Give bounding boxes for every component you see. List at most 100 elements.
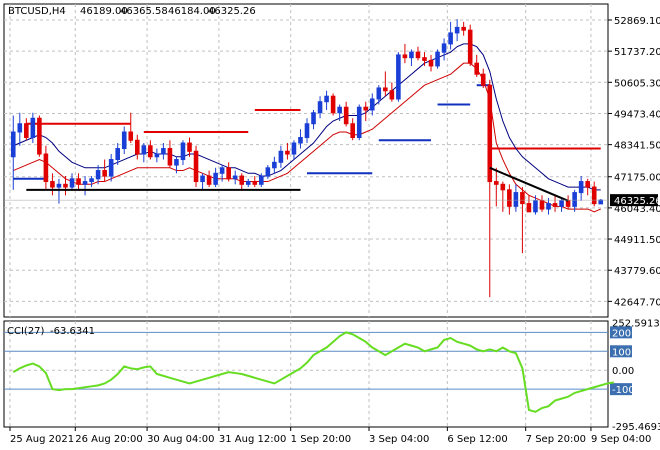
candle-body: [396, 54, 401, 100]
candle-body: [291, 142, 297, 155]
candles: [10, 19, 604, 298]
candle-body: [148, 145, 153, 158]
chart-header-high: 46365.58: [120, 6, 168, 17]
candle-body: [376, 87, 382, 100]
cci-tick-label: 252.5913: [612, 318, 660, 329]
candle-body: [50, 181, 55, 188]
candle-body: [402, 54, 408, 59]
cci-tick-label: 0.00: [612, 366, 634, 377]
chart-header-title: BTCUSD,H4: [8, 6, 66, 17]
candle-body: [232, 175, 238, 180]
candle-body: [154, 153, 160, 158]
candle-body: [43, 153, 49, 183]
candle-body: [245, 181, 251, 185]
time-tick-label: 26 Aug 20:00: [75, 434, 142, 445]
candle-body: [591, 186, 597, 205]
candle-body: [180, 142, 186, 161]
candle-body: [598, 199, 604, 205]
time-grid: 25 Aug 2021 26 Aug 20:00 30 Aug 04:00 31 Au…: [9, 4, 651, 445]
time-tick-label: 6 Sep 12:00: [447, 434, 507, 445]
candle-body: [500, 183, 506, 191]
candle-body: [507, 189, 512, 207]
candle-body: [356, 106, 362, 139]
candle-body: [115, 148, 120, 161]
candle-body: [383, 87, 388, 92]
candle-body: [174, 159, 179, 166]
candle-body: [304, 123, 310, 139]
candle-body: [559, 200, 564, 207]
price-tick-label: 48341.50: [614, 141, 660, 152]
price-tick-label: 47175.00: [614, 173, 660, 184]
candle-body: [89, 178, 94, 183]
candle-body: [206, 175, 212, 185]
candle-body: [448, 32, 453, 45]
candle-body: [128, 131, 134, 141]
price-grid: 52869.10 51737.20 50605.30 49473.40 48341.50…: [4, 16, 660, 308]
candle-body: [578, 181, 584, 194]
candle-body: [441, 43, 447, 53]
candle-body: [30, 117, 36, 139]
candle-body: [17, 123, 23, 133]
candle-body: [533, 200, 538, 213]
candle-body: [167, 148, 173, 166]
candle-body: [239, 175, 245, 185]
candle-body: [226, 167, 231, 180]
candle-body: [585, 181, 590, 188]
candle-body: [363, 106, 369, 111]
candle-body: [252, 181, 258, 185]
candle-body: [461, 26, 466, 31]
candle-body: [161, 148, 166, 155]
price-tick-label: 49473.40: [614, 109, 660, 120]
price-tick-label: 51737.20: [614, 47, 660, 58]
cci-value: -63.6341: [50, 326, 95, 337]
candle-body: [219, 167, 225, 174]
candle-body: [343, 106, 349, 125]
descending-trendline: [489, 166, 569, 202]
price-tick-label: 44911.50: [614, 235, 660, 246]
candle-body: [82, 181, 88, 185]
candle-body: [546, 203, 551, 210]
candle-body: [285, 150, 290, 155]
candle-body: [69, 178, 75, 188]
candle-body: [311, 112, 316, 125]
candle-body: [422, 57, 427, 61]
candle-body: [213, 172, 218, 185]
candle-body: [409, 51, 414, 59]
price-tick-label: 52869.10: [614, 16, 660, 27]
candle-body: [121, 131, 127, 150]
candle-body: [467, 29, 473, 64]
cci-label: CCI(27): [7, 326, 45, 337]
chart-header-close: 46325.26: [208, 6, 256, 17]
cci-level-box: [610, 326, 632, 339]
candle-body: [187, 142, 192, 152]
candle-body: [337, 106, 342, 114]
cci-tick-label: -295.4693: [612, 422, 660, 433]
candle-body: [265, 167, 271, 177]
candle-body: [76, 178, 81, 185]
cci-level-box: [610, 383, 632, 396]
candle-body: [317, 101, 323, 114]
cci-plot-frame: [3, 320, 609, 428]
candle-body: [108, 159, 114, 177]
candle-body: [24, 123, 29, 139]
time-tick-label: 1 Sep 20:00: [291, 434, 351, 445]
candle-body: [539, 200, 545, 210]
candle-body: [56, 183, 62, 188]
cci-tick-label: -100: [612, 385, 635, 396]
candle-body: [102, 170, 107, 177]
candle-body: [141, 145, 147, 155]
candle-body: [480, 73, 486, 86]
candle-body: [552, 203, 558, 207]
candle-body: [520, 192, 525, 205]
candle-body: [324, 95, 329, 103]
current-price-box: [610, 194, 658, 207]
candle-body: [200, 175, 205, 183]
cci-tick-label: 200: [612, 328, 631, 339]
cci-line: [12, 331, 614, 413]
candle-body: [369, 98, 375, 111]
cci-level-box: [610, 345, 632, 358]
candle-body: [389, 90, 395, 100]
time-tick-label: 31 Aug 12:00: [219, 434, 286, 445]
candle-body: [526, 203, 532, 213]
